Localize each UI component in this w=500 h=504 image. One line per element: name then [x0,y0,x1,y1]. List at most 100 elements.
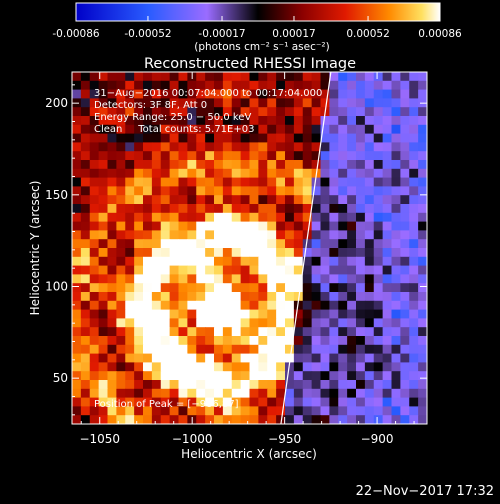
image-pixel [107,116,117,126]
image-pixel [302,80,313,91]
image-pixel [169,133,180,143]
image-pixel [267,124,277,135]
image-pixel [400,107,410,117]
image-pixel [125,168,135,179]
image-pixel [249,221,259,231]
image-pixel [196,160,206,170]
image-pixel [231,98,242,108]
image-pixel [80,89,91,99]
image-pixel [293,406,304,416]
image-pixel [143,89,153,99]
image-pixel [116,256,126,267]
image-pixel [134,336,144,346]
image-pixel [187,80,197,91]
image-pixel [285,283,295,293]
image-pixel [214,72,224,82]
image-pixel [222,309,233,319]
image-pixel [267,309,277,319]
image-pixel [258,256,268,267]
image-pixel [356,151,366,161]
image-pixel [302,318,313,328]
image-pixel [205,239,215,249]
image-pixel [107,142,117,152]
image-pixel [214,116,224,126]
image-pixel [187,274,197,284]
image-pixel [107,239,117,249]
image-pixel [125,292,135,302]
image-pixel [214,248,224,258]
image-pixel [391,380,401,390]
image-pixel [338,344,348,355]
image-pixel [196,107,206,117]
image-pixel [178,89,188,99]
image-pixel [134,283,144,293]
image-pixel [160,195,171,205]
image-pixel [382,256,393,267]
image-pixel [143,397,153,407]
image-pixel [276,415,286,424]
image-pixel [364,133,375,143]
image-pixel [258,160,268,170]
image-pixel [409,283,419,293]
image-pixel [373,160,384,170]
image-pixel [356,397,366,407]
image-pixel [160,239,171,249]
image-pixel [125,160,135,170]
image-pixel [382,300,393,311]
image-pixel [329,336,339,346]
image-pixel [338,177,348,187]
image-pixel [409,124,419,135]
image-pixel [418,292,427,302]
image-pixel [400,415,410,424]
image-pixel [89,318,100,328]
image-pixel [231,124,242,135]
image-pixel [178,142,188,152]
image-pixel [276,265,286,275]
image-pixel [285,124,295,135]
image-pixel [80,195,91,205]
image-pixel [178,239,188,249]
image-pixel [116,107,126,117]
image-pixel [125,344,135,355]
image-pixel [178,204,188,214]
image-pixel [418,230,427,240]
image-pixel [205,168,215,179]
image-pixel [293,397,304,407]
image-pixel [89,336,100,346]
image-pixel [418,318,427,328]
image-pixel [160,397,171,407]
image-pixel [293,415,304,424]
image-pixel [107,336,117,346]
image-pixel [89,160,100,170]
image-pixel [134,195,144,205]
image-pixel [231,265,242,275]
image-pixel [311,353,322,363]
image-pixel [151,344,162,355]
image-pixel [240,283,251,293]
image-pixel [364,195,375,205]
image-pixel [72,327,82,337]
image-pixel [231,362,242,372]
image-pixel [143,107,153,117]
image-pixel [116,168,126,179]
image-pixel [107,107,117,117]
image-pixel [80,283,91,293]
image-pixel [151,274,162,284]
image-pixel [293,204,304,214]
image-pixel [214,283,224,293]
image-pixel [231,388,242,399]
image-pixel [196,283,206,293]
image-pixel [373,415,384,424]
image-pixel [151,239,162,249]
image-pixel [205,344,215,355]
image-pixel [214,318,224,328]
image-pixel [267,292,277,302]
image-pixel [116,195,126,205]
image-pixel [196,300,206,311]
image-pixel [418,151,427,161]
image-pixel [178,221,188,231]
image-pixel [196,195,206,205]
image-pixel [169,230,180,240]
image-pixel [276,309,286,319]
